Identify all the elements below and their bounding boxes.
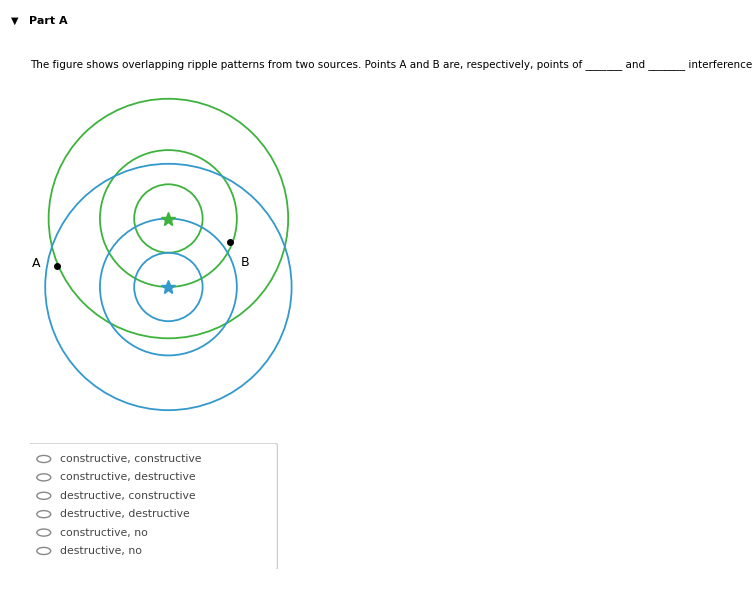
- Text: A: A: [32, 257, 40, 270]
- Text: constructive, no: constructive, no: [60, 527, 148, 537]
- FancyBboxPatch shape: [29, 443, 277, 570]
- Text: constructive, constructive: constructive, constructive: [60, 454, 202, 464]
- Text: constructive, destructive: constructive, destructive: [60, 473, 196, 483]
- Text: Part A: Part A: [29, 16, 67, 26]
- Text: ▼: ▼: [11, 16, 19, 26]
- Text: destructive, destructive: destructive, destructive: [60, 509, 190, 519]
- Text: B: B: [240, 256, 249, 269]
- Text: The figure shows overlapping ripple patterns from two sources. Points A and B ar: The figure shows overlapping ripple patt…: [30, 59, 753, 70]
- Text: destructive, constructive: destructive, constructive: [60, 491, 196, 501]
- Text: destructive, no: destructive, no: [60, 546, 142, 556]
